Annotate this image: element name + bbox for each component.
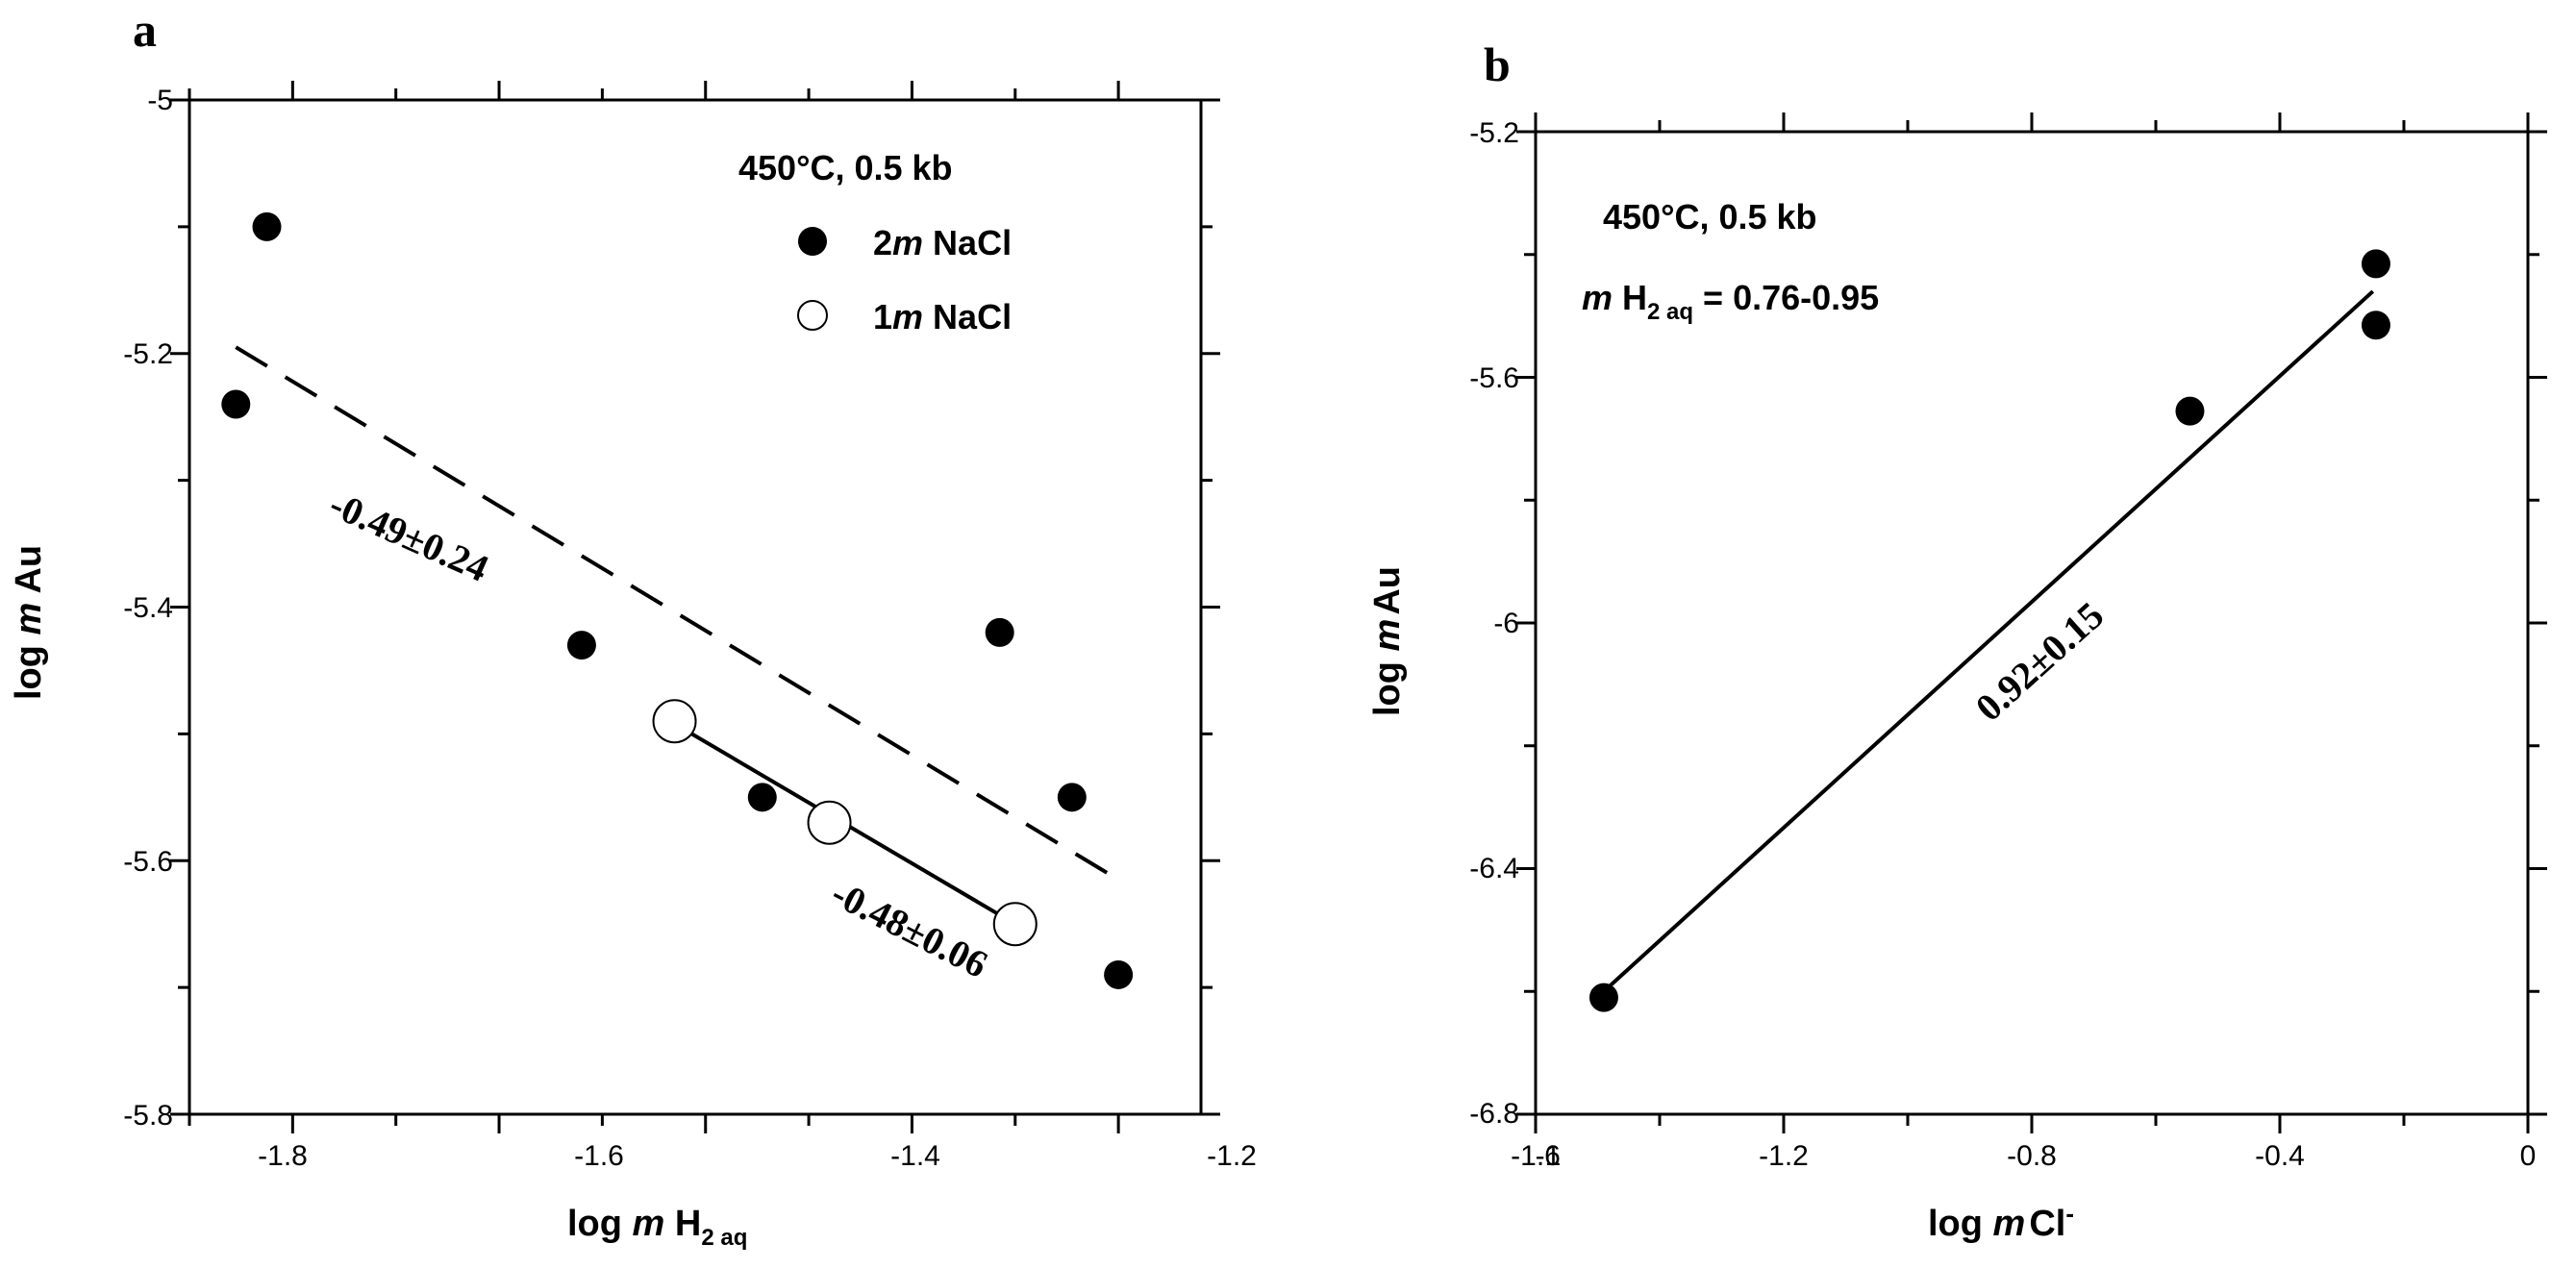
panel-b-y-tick-label: -6.8 — [1469, 1098, 1519, 1130]
panel-b-x-tick-label: -0.8 — [2007, 1140, 2057, 1172]
panel-a-fit-line-dashed — [235, 345, 1120, 882]
data-point-filled — [2175, 396, 2205, 426]
data-point-filled — [985, 617, 1014, 647]
panel-b-y-tick-label: -5.2 — [1469, 117, 1519, 149]
panel-a-y-tick-label: -5.2 — [123, 338, 173, 370]
panel-a-slope-label-dashed: -0.49±0.24 — [323, 482, 494, 589]
panel-b-legend-title: 450°C, 0.5 kb — [1603, 197, 1817, 236]
panel-b-x-axis-label: log m Cl- — [1928, 1199, 2074, 1244]
panel-b-markers — [1588, 249, 2390, 1012]
panel-a-y-axis-label: log m Au — [9, 545, 49, 700]
panel-a-x-tick-label: -1.2 — [1207, 1140, 1257, 1172]
panel-b-y-tick-label: -6.4 — [1469, 853, 1519, 884]
panel-a-legend-label-2m: 2m NaCl — [873, 223, 1012, 262]
panel-a-x-tick-label: -1 — [1536, 1140, 1562, 1172]
panel-a-y-tick-label: -5.6 — [123, 846, 173, 878]
panel-a-legend-open-marker — [797, 300, 828, 331]
panel-a-label: a — [133, 3, 157, 57]
data-point-filled — [566, 631, 596, 660]
panel-a-chart: a -5 -5.2 -5.4 -5.6 -5.8 -1.8 -1.6 -1.4 … — [9, 3, 1561, 1251]
data-point-filled — [252, 212, 282, 241]
panel-b-legend: 450°C, 0.5 kb m H2 aq = 0.76-0.95 — [1582, 197, 1879, 325]
panel-b-x-tick-label: -1.6 — [1511, 1140, 1561, 1172]
panel-b-plot-frame — [1534, 130, 2530, 1116]
panel-a-y-tick-label: -5.8 — [123, 1100, 173, 1132]
panel-b-x-tick-label: 0 — [2520, 1140, 2537, 1172]
panel-b-chart: b -5.2 -5.6 -6 -6.4 -6.8 -1.6 -1.2 -0.8 … — [1367, 37, 2547, 1244]
panel-b-x-tick-label: -1.2 — [1759, 1140, 1809, 1172]
panel-b-ticks — [1516, 112, 2547, 1133]
data-point-filled — [1057, 783, 1087, 812]
panel-b-legend-note: m H2 aq = 0.76-0.95 — [1582, 278, 1879, 325]
panel-b-y-axis-label: log mAu — [1367, 566, 1408, 716]
panel-a-slope-label-solid: -0.48±0.06 — [825, 871, 995, 986]
panel-b-fit-line — [1602, 289, 2375, 993]
panel-a-x-axis-label: log m H2 aq — [567, 1204, 747, 1251]
data-point-filled — [1104, 959, 1134, 989]
panel-a-ticks — [170, 81, 1220, 1133]
panel-a-y-tick-label: -5 — [147, 85, 173, 116]
panel-a-legend-title: 450°C, 0.5 kb — [738, 148, 953, 187]
panel-a-legend-filled-marker — [798, 227, 827, 256]
data-point-filled — [747, 783, 777, 812]
data-point-filled — [2361, 249, 2390, 279]
panel-a-plot-frame — [188, 98, 1203, 1116]
panel-a-x-tick-label: -1.4 — [890, 1140, 940, 1172]
panel-a-markers — [221, 212, 1134, 989]
panel-a-legend-label-1m: 1m NaCl — [873, 297, 1012, 336]
data-point-filled — [2361, 311, 2390, 340]
panel-a-legend: 450°C, 0.5 kb 2m NaCl 1m NaCl — [738, 148, 1012, 336]
data-point-filled — [221, 389, 251, 419]
panel-b-y-tick-label: -5.6 — [1469, 362, 1519, 394]
data-point-open — [807, 800, 852, 845]
panel-a-x-tick-label: -1.6 — [574, 1140, 624, 1172]
panel-a-y-tick-label: -5.4 — [123, 592, 173, 624]
panel-b-x-tick-label: -0.4 — [2255, 1140, 2305, 1172]
data-point-open — [992, 902, 1038, 947]
panel-b-slope-label: 0.92±0.15 — [1967, 593, 2112, 730]
panel-b-y-tick-label: -6 — [1493, 608, 1519, 639]
data-point-filled — [1588, 983, 1618, 1012]
panel-b-label: b — [1484, 37, 1511, 91]
data-point-open — [652, 699, 697, 744]
panel-a-x-tick-label: -1.8 — [258, 1140, 308, 1172]
